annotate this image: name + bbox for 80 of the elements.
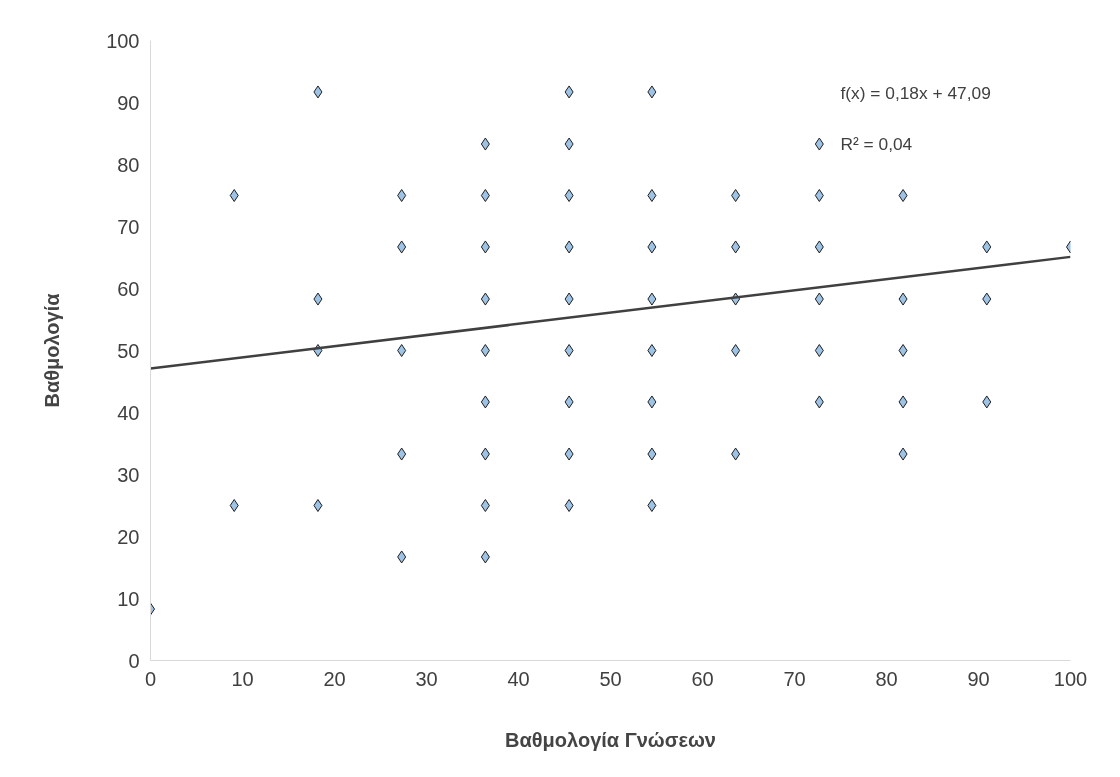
point (647, 189, 657, 202)
point (397, 550, 407, 564)
y-tick-label: 70 (117, 215, 140, 238)
x-tick-label: 0 (144, 667, 157, 690)
point (647, 344, 657, 357)
point (731, 447, 741, 461)
point (814, 292, 824, 306)
point (731, 344, 741, 357)
point (480, 137, 490, 151)
point (564, 240, 574, 254)
point (397, 447, 407, 461)
point (647, 499, 657, 512)
y-tick-label: 0 (128, 649, 140, 672)
point (647, 447, 657, 461)
point (480, 550, 490, 564)
annotation: R² = 0,04 (840, 134, 913, 155)
y-tick-label: 100 (106, 29, 140, 52)
point (814, 395, 824, 409)
point (982, 395, 992, 409)
point (229, 499, 239, 512)
point (564, 395, 574, 409)
point (564, 137, 574, 151)
point (898, 292, 908, 306)
point (480, 240, 490, 254)
annotation: f(x) = 0,18x + 47,09 (840, 83, 991, 104)
point (564, 85, 574, 99)
point (647, 85, 657, 99)
point (898, 189, 908, 202)
point (564, 499, 574, 512)
x-tick-label: 10 (231, 667, 254, 690)
y-tick-label: 90 (117, 91, 140, 114)
x-tick-label: 70 (783, 667, 806, 690)
x-tick-label: 50 (599, 667, 622, 690)
y-axis-title: Βαθμολογία (41, 292, 64, 408)
point (397, 344, 407, 357)
x-tick-label: 30 (415, 667, 438, 690)
point (814, 240, 824, 254)
point (731, 189, 741, 202)
point (564, 447, 574, 461)
point (480, 395, 490, 409)
x-tick-label: 90 (967, 667, 990, 690)
point (898, 447, 908, 461)
point (313, 85, 323, 99)
y-tick-label: 30 (117, 463, 140, 486)
y-tick-label: 20 (117, 525, 140, 548)
y-tick-label: 40 (117, 401, 140, 424)
x-tick-label: 60 (691, 667, 714, 690)
point (982, 292, 992, 306)
point (564, 189, 574, 202)
point (397, 240, 407, 254)
x-tick-label: 100 (1053, 667, 1088, 690)
point (982, 240, 992, 254)
point (480, 189, 490, 202)
point (647, 240, 657, 254)
point (814, 189, 824, 202)
point (564, 292, 574, 306)
point (647, 395, 657, 409)
y-tick-label: 10 (117, 587, 140, 610)
x-tick-label: 80 (875, 667, 898, 690)
y-tick-label: 60 (117, 277, 140, 300)
point (898, 395, 908, 409)
point (564, 344, 574, 357)
point (397, 189, 407, 202)
point (814, 137, 824, 151)
point (229, 189, 239, 202)
x-axis-title: Βαθμολογία Γνώσεων (505, 728, 716, 751)
point (898, 344, 908, 357)
x-tick-label: 20 (323, 667, 346, 690)
x-tick-label: 40 (507, 667, 530, 690)
point (814, 344, 824, 357)
point (313, 499, 323, 512)
y-tick-label: 80 (117, 153, 140, 176)
point (480, 447, 490, 461)
point (480, 292, 490, 306)
point (480, 499, 490, 512)
point (480, 344, 490, 357)
point (731, 240, 741, 254)
point (313, 292, 323, 306)
point (647, 292, 657, 306)
y-tick-label: 50 (117, 339, 140, 362)
